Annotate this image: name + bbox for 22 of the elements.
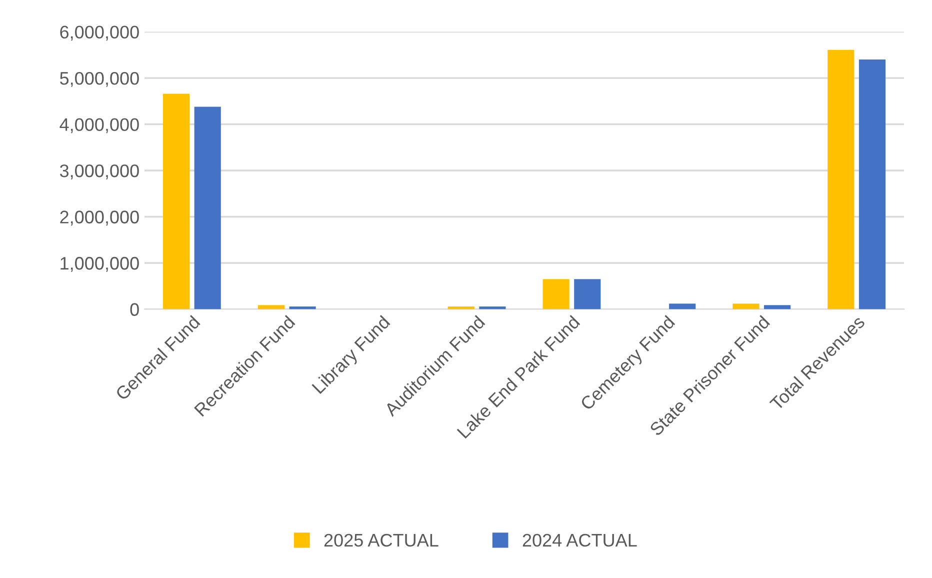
y-tick-label: 4,000,000: [60, 118, 139, 134]
bar: [542, 279, 570, 310]
bar: [574, 279, 601, 310]
bar: [479, 306, 506, 310]
y-tick-label: 3,000,000: [60, 164, 139, 180]
bar: [162, 94, 190, 310]
bar: [258, 305, 285, 310]
bar: [764, 305, 791, 310]
bar: [669, 304, 696, 310]
y-tick-label: 2,000,000: [60, 210, 139, 226]
bar: [732, 304, 760, 310]
bar: [194, 106, 221, 310]
bar: [858, 60, 886, 310]
y-tick-label: 1,000,000: [60, 256, 139, 272]
y-tick-label: 5,000,000: [60, 72, 139, 87]
legend-label: 2024 ACTUAL: [522, 534, 637, 547]
bar: [448, 306, 474, 310]
bar: [289, 306, 316, 310]
y-tick-label: 0: [130, 303, 139, 316]
legend-label: 2025 ACTUAL: [324, 534, 438, 547]
bar: [828, 50, 854, 310]
y-tick-label: 6,000,000: [60, 26, 139, 41]
